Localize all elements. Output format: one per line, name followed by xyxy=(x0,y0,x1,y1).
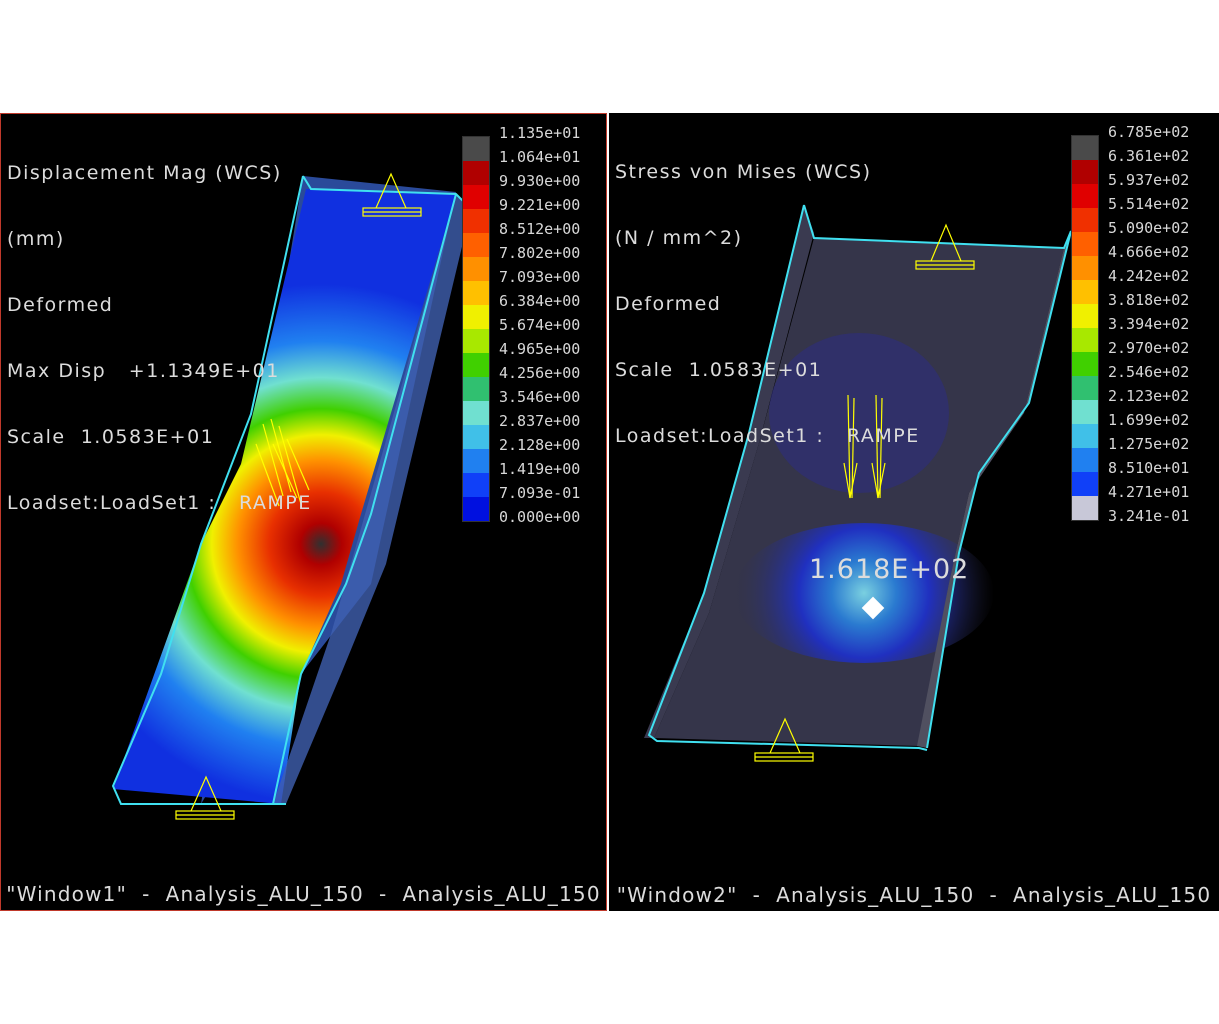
viewport-window-2[interactable]: 1.618E+02 Stress von Mises (WCS) (N / mm… xyxy=(609,113,1219,911)
window2-legend-label: 2.970e+02 xyxy=(1108,339,1190,357)
window2-legend-label: 4.271e+01 xyxy=(1108,483,1190,501)
load-arrows xyxy=(255,418,310,507)
window1-legend-label: 2.128e+00 xyxy=(499,436,581,454)
window1-legend-label: 9.930e+00 xyxy=(499,172,581,190)
constraint-symbol-bottom-2 xyxy=(754,717,814,762)
color-legend-bar-2 xyxy=(1071,135,1099,521)
probe-value-label: 1.618E+02 xyxy=(809,554,970,585)
window1-legend-label: 4.965e+00 xyxy=(499,340,581,358)
flange-front xyxy=(273,194,471,804)
flange-left xyxy=(644,205,814,738)
constraint-symbol-top xyxy=(362,172,422,217)
window2-legend-label: 3.394e+02 xyxy=(1108,315,1190,333)
result-info-1: Displacement Mag (WCS) (mm) Deformed Max… xyxy=(7,162,312,514)
window2-legend-label: 2.123e+02 xyxy=(1108,387,1190,405)
window2-legend-label: 3.818e+02 xyxy=(1108,291,1190,309)
window-title-footer-1: "Window1" - Analysis_ALU_150 - Analysis_… xyxy=(6,882,601,906)
window1-legend-label: 0.000e+00 xyxy=(499,508,581,526)
window1-legend-label: 1.135e+01 xyxy=(499,124,581,142)
window1-legend-label: 7.802e+00 xyxy=(499,244,581,262)
window2-legend-label: 8.510e+01 xyxy=(1108,459,1190,477)
window1-legend-label: 1.419e+00 xyxy=(499,460,581,478)
window-title-footer-2: "Window2" - Analysis_ALU_150 - Analysis_… xyxy=(616,883,1212,907)
window1-legend-label: 1.064e+01 xyxy=(499,148,581,166)
result-info-2: Stress von Mises (WCS) (N / mm^2) Deform… xyxy=(615,161,920,447)
window2-legend-label: 3.241e-01 xyxy=(1108,507,1190,525)
viewport-window-1[interactable]: Displacement Mag (WCS) (mm) Deformed Max… xyxy=(0,113,607,911)
window1-legend-label: 5.674e+00 xyxy=(499,316,581,334)
window1-legend-label: 3.546e+00 xyxy=(499,388,581,406)
window1-legend-label: 2.837e+00 xyxy=(499,412,581,430)
window1-legend-label: 9.221e+00 xyxy=(499,196,581,214)
window1-legend-label: 8.512e+00 xyxy=(499,220,581,238)
window2-legend-label: 1.699e+02 xyxy=(1108,411,1190,429)
flange-right xyxy=(917,231,1071,748)
color-legend-bar-1 xyxy=(462,136,490,522)
window1-legend-label: 7.093e+00 xyxy=(499,268,581,286)
load-arrows-2 xyxy=(843,394,886,499)
window2-legend-label: 5.514e+02 xyxy=(1108,195,1190,213)
window2-legend-label: 4.666e+02 xyxy=(1108,243,1190,261)
window1-legend-label: 6.384e+00 xyxy=(499,292,581,310)
window1-legend-label: 4.256e+00 xyxy=(499,364,581,382)
window2-legend-label: 5.090e+02 xyxy=(1108,219,1190,237)
displacement-model xyxy=(111,172,472,820)
window2-legend-label: 2.546e+02 xyxy=(1108,363,1190,381)
window2-legend-label: 4.242e+02 xyxy=(1108,267,1190,285)
window2-legend-label: 6.361e+02 xyxy=(1108,147,1190,165)
window2-legend-label: 6.785e+02 xyxy=(1108,123,1190,141)
stress-model xyxy=(644,204,1072,762)
window2-legend-label: 1.275e+02 xyxy=(1108,435,1190,453)
window2-legend-label: 5.937e+02 xyxy=(1108,171,1190,189)
constraint-symbol-bottom xyxy=(175,775,235,820)
window1-legend-label: 7.093e-01 xyxy=(499,484,581,502)
web-surface xyxy=(113,189,456,804)
constraint-symbol-top-2 xyxy=(915,223,975,270)
